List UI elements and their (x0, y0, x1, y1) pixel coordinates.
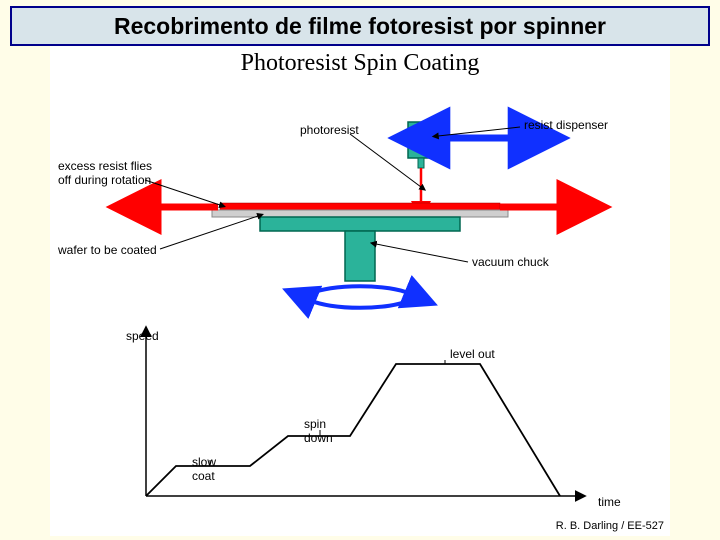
label-spin-down: spin down (304, 418, 333, 446)
page-title: Recobrimento de filme fotoresist por spi… (114, 13, 606, 40)
apparatus-diagram (50, 72, 670, 322)
label-resist-dispenser: resist dispenser (524, 119, 608, 133)
label-excess: excess resist flies off during rotation (58, 160, 152, 188)
label-photoresist: photoresist (300, 124, 359, 138)
label-vacuum-chuck: vacuum chuck (472, 256, 549, 270)
label-wafer: wafer to be coated (58, 244, 157, 258)
label-speed-axis: speed (126, 330, 159, 344)
label-level-out: level out (450, 348, 495, 362)
figure-panel: Photoresist Spin Coating resist dispense… (50, 46, 670, 536)
label-slow-coat: slow coat (192, 456, 216, 484)
credit-text: R. B. Darling / EE-527 (556, 520, 664, 532)
title-box: Recobrimento de filme fotoresist por spi… (10, 6, 710, 46)
label-time-axis: time (598, 496, 621, 510)
speed-graph (50, 324, 670, 534)
